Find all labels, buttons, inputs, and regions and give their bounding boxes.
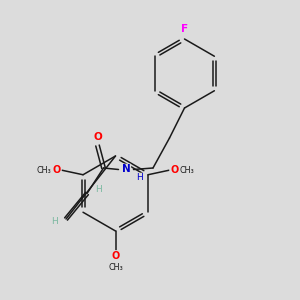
Text: CH₃: CH₃ [108, 263, 123, 272]
Text: H: H [136, 173, 143, 182]
Text: N: N [122, 164, 130, 175]
Text: CH₃: CH₃ [180, 166, 194, 175]
Text: O: O [111, 251, 120, 261]
Text: O: O [170, 165, 178, 175]
Text: CH₃: CH₃ [37, 166, 51, 175]
Text: H: H [95, 185, 102, 194]
Text: H: H [51, 217, 58, 226]
Text: F: F [181, 23, 188, 34]
Text: O: O [52, 165, 61, 175]
Text: O: O [93, 131, 102, 142]
